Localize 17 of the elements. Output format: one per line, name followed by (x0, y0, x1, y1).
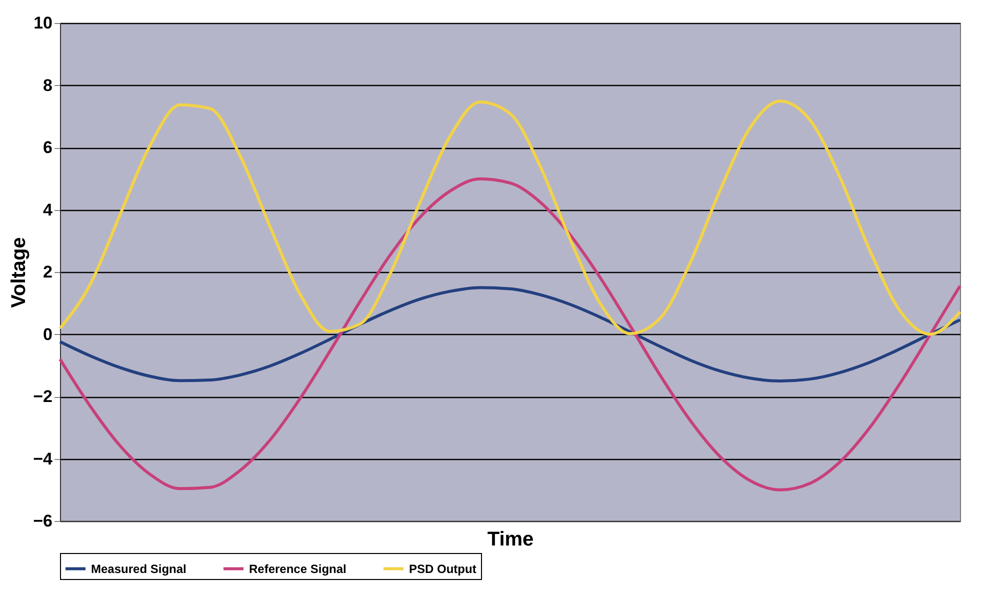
y-tick-label: 0 (43, 324, 52, 344)
y-tick-label: −6 (33, 512, 52, 530)
y-tick-label: 6 (43, 138, 52, 157)
line-series (58, 177, 962, 492)
y-tick-label: 4 (43, 200, 54, 220)
y-tick-label: 2 (43, 262, 52, 282)
legend-label: PSD Output (409, 562, 476, 576)
y-tick-label: 10 (34, 14, 52, 32)
line-series (58, 286, 962, 382)
y-tick-label: 8 (43, 76, 52, 95)
legend-label: Reference Signal (249, 562, 346, 576)
legend-label: Measured Signal (91, 562, 186, 576)
y-tick-label: −2 (33, 387, 52, 406)
x-axis-title: Time (487, 528, 534, 550)
y-axis-title: Voltage (8, 237, 30, 308)
y-tick-label: −4 (33, 449, 54, 468)
line-series (58, 100, 962, 336)
